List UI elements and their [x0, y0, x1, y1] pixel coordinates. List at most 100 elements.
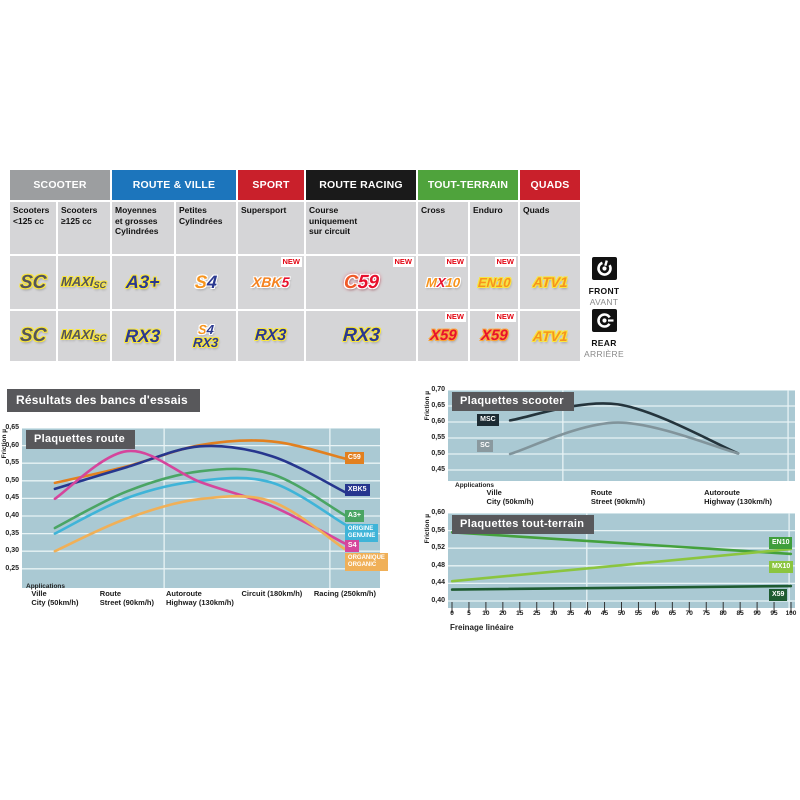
x-label-en: City (50km/h)	[486, 496, 534, 506]
xtick-label: 60	[651, 610, 660, 617]
xtick-label: 10	[482, 610, 490, 617]
logo-part: RX3	[192, 335, 220, 350]
new-badge: NEW	[494, 312, 516, 322]
series-x59	[450, 584, 793, 591]
series-organique	[53, 494, 347, 553]
xtick-label: 75	[702, 610, 710, 617]
series-sc	[508, 421, 740, 456]
logo-part: X59	[429, 327, 457, 345]
product-logo-maxi-sc: MAXISC	[60, 273, 108, 291]
series-s4	[53, 449, 347, 545]
desc-line: Quads	[523, 205, 550, 215]
x-label-autoroute: Autoroute Highway (130km/h)	[704, 488, 772, 506]
desc-line: Cylindrées	[179, 215, 223, 226]
logo-part: 4	[206, 272, 218, 293]
column-desc-course-uniquement-sur-circuit: Course uniquement sur circuit	[306, 202, 416, 254]
xtick-label: 90	[753, 610, 761, 617]
ytick-label: 0,55	[5, 459, 19, 467]
logo-part: SC	[93, 333, 107, 344]
series-mx10	[450, 547, 793, 583]
desc-line: sur circuit	[309, 226, 351, 237]
legend-a3: A3+	[344, 509, 364, 522]
product-cell-rear-6: NEW X59	[418, 311, 468, 361]
product-logo-s4: S4	[194, 272, 218, 293]
logo-part: MAXI	[60, 327, 95, 343]
chart-title-plaquettes-scooter: Plaquettes scooter	[452, 392, 574, 411]
ytick-label: 0,40	[5, 512, 19, 519]
desc-line: Moyennes	[115, 205, 157, 215]
product-logo-atv1: ATV1	[532, 274, 568, 290]
desc-line: uniquement	[309, 215, 358, 226]
logo-part: MAXI	[60, 273, 95, 289]
product-logo-sc: SC	[19, 271, 47, 293]
xtick-label: 80	[719, 610, 727, 617]
ytick-label: 0,48	[431, 561, 445, 569]
ytick-label: 0,70	[431, 386, 445, 393]
product-logo-mx10: MX10	[425, 275, 460, 290]
group-header-route-racing: ROUTE RACING	[306, 170, 416, 200]
new-badge: NEW	[392, 257, 414, 267]
x-label-en: Street (90km/h)	[590, 496, 646, 506]
product-logo-rx3: RX3	[342, 325, 380, 346]
legend-line: MSC	[480, 416, 496, 424]
product-cell-front-8: ATV1	[520, 256, 580, 309]
product-cell-front-1: MAXISC	[58, 256, 110, 309]
product-cell-rear-3: S4 RX3	[176, 311, 236, 361]
desc-line: Enduro	[473, 205, 503, 215]
legend-x59: X59	[768, 589, 788, 602]
chart-plaquettes-scooter: Plaquettes scooter 0,70 0,65 0,60 0,55 0,50 0,…	[415, 385, 800, 508]
new-badge: NEW	[444, 312, 466, 322]
ytick-label: 0,65	[431, 402, 445, 409]
chart-title-plaquettes-tout-terrain: Plaquettes tout-terrain	[452, 515, 595, 534]
product-cell-rear-7: NEW X59	[470, 311, 518, 361]
product-logo-en10: EN10	[477, 275, 511, 290]
product-logo-rx3: RX3	[192, 335, 220, 350]
product-range-table: SCOOTER ROUTE & VILLE SPORT ROUTE RACING TOU…	[10, 170, 580, 361]
group-header-quads: QUADS	[520, 170, 580, 200]
group-header-tout-terrain: TOUT-TERRAIN	[418, 170, 518, 200]
legend-en10: EN10	[768, 537, 793, 550]
x-label-fr: Autoroute	[704, 488, 740, 497]
legend-sc: SC	[477, 440, 493, 453]
logo-part: C	[342, 271, 359, 293]
desc-line: Petites	[179, 205, 207, 215]
logo-part: XBK	[251, 274, 283, 291]
desc-line: Supersport	[241, 205, 287, 215]
product-logo-maxi-sc: MAXISC	[60, 327, 108, 344]
desc-line: Cylindrées	[115, 226, 159, 237]
x-label-en: City (50km/h)	[31, 597, 79, 607]
ytick-label: 0,30	[5, 547, 19, 555]
desc-line: Scooters	[61, 205, 98, 215]
column-desc-scooters-125-cc: Scooters <125 cc	[10, 202, 56, 254]
product-logo-x59: X59	[429, 327, 457, 345]
legend-line: X59	[771, 591, 785, 599]
chart-plaquettes-route: Plaquettes route 0,65 0,60 0,55 0,50 0,45 0,40…	[0, 420, 402, 620]
product-logo-rx3: RX3	[125, 326, 161, 346]
ytick-label: 0,65	[5, 424, 19, 431]
desc-line: ≥125 cc	[61, 215, 92, 226]
desc-line: et grosses	[115, 215, 158, 226]
xtick-label: 25	[533, 610, 541, 617]
product-cell-rear-1: MAXISC	[58, 311, 110, 361]
legend-msc: MSC	[477, 414, 499, 427]
ytick-label: 0,55	[431, 434, 445, 441]
xtick-label: 70	[685, 610, 693, 617]
x-label-single: Racing (250km/h)	[313, 589, 376, 598]
column-desc-petites-cylindr-es: Petites Cylindrées	[176, 202, 236, 254]
new-badge: NEW	[444, 257, 466, 267]
x-label-ville: Ville City (50km/h)	[486, 488, 534, 506]
section-title: Résultats des bancs d'essais	[7, 389, 200, 412]
xtick-label: 0	[450, 610, 454, 617]
ytick-label: 0,45	[5, 494, 19, 502]
column-desc-moyennes-et-grosses-cylindr-es: Moyennes et grosses Cylindrées	[112, 202, 174, 254]
x-axis-caption: Applications	[26, 583, 66, 590]
ytick-label: 0,44	[431, 579, 445, 587]
avant-label: AVANT	[589, 297, 619, 307]
rear-brake-icon	[591, 309, 617, 332]
logo-part: SC	[19, 271, 47, 293]
product-logo-s4: S4	[198, 322, 215, 337]
logo-part: RX3	[254, 326, 288, 344]
logo-part: A3+	[125, 272, 161, 293]
product-cell-rear-4: RX3	[238, 311, 304, 361]
product-logo-sc: SC	[19, 325, 47, 346]
